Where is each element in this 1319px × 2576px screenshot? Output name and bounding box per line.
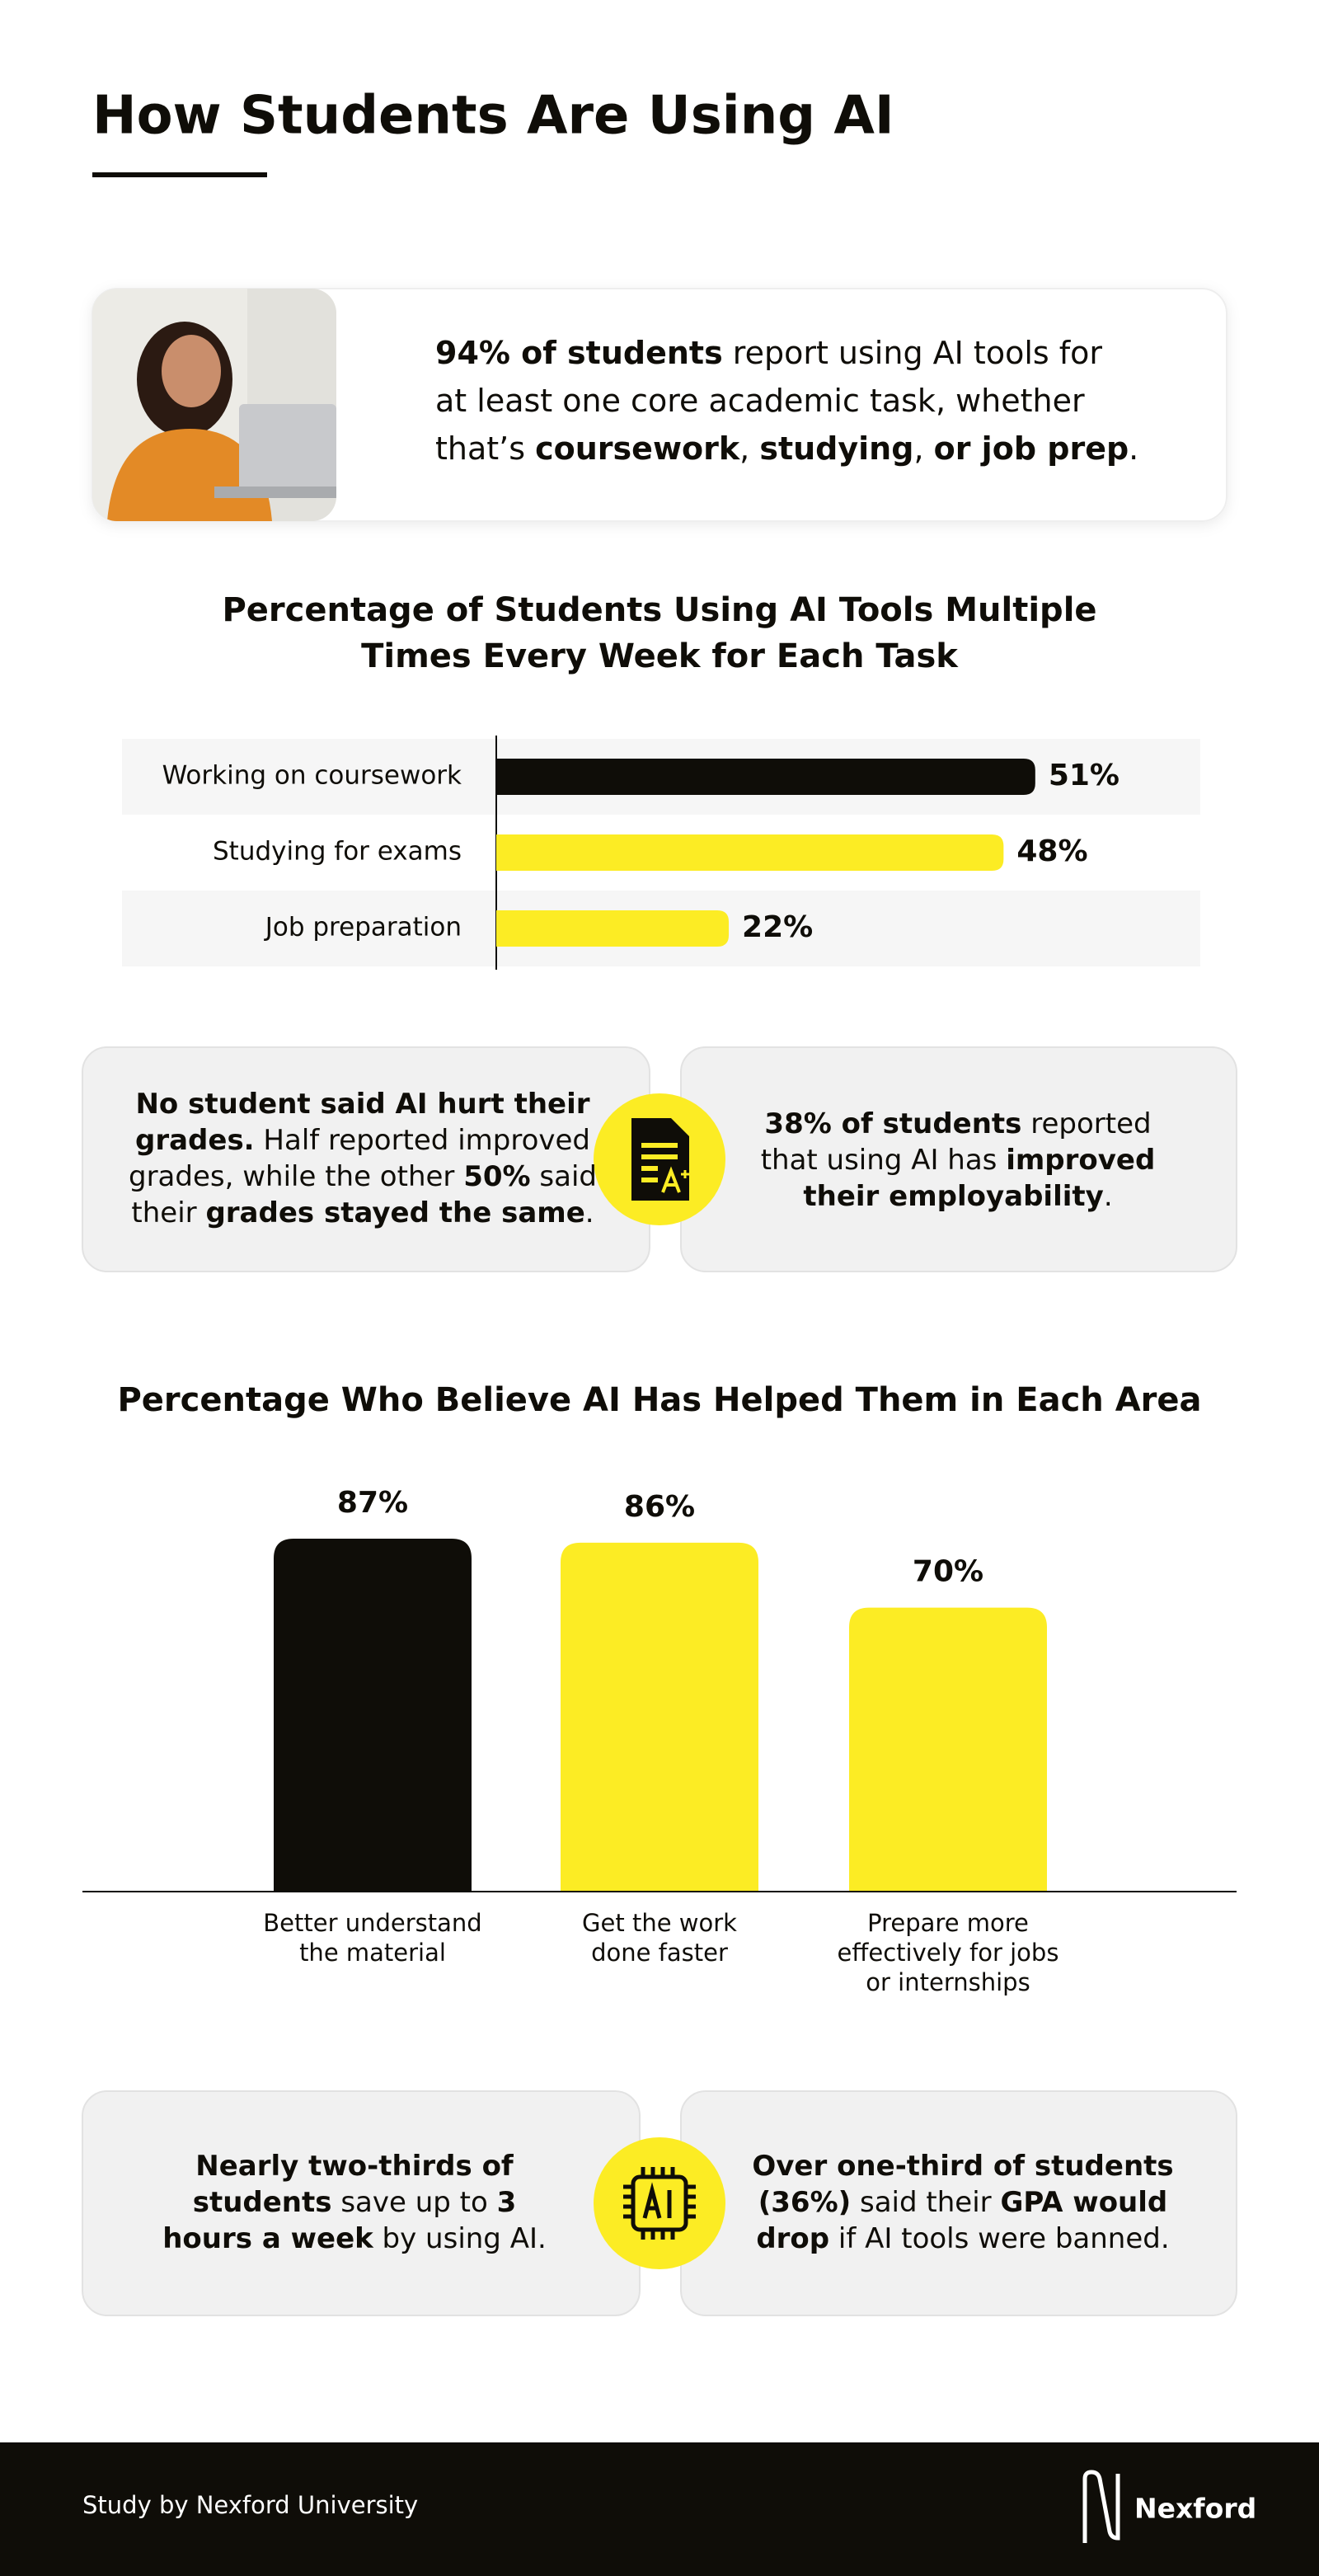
text-run: Over one-third of students — [752, 2150, 1173, 2183]
category-label: Get the work done faster — [582, 1909, 737, 1967]
text-run: their — [131, 1196, 205, 1229]
text-line: that using AI has improved — [761, 1144, 1156, 1177]
text-run: Nearly two-thirds of — [195, 2150, 514, 2183]
text-run: GPA would — [1000, 2186, 1167, 2219]
bar — [849, 1607, 1047, 1892]
bar — [496, 759, 1035, 795]
title-underline — [92, 172, 267, 177]
category-label: Studying for exams — [213, 837, 462, 867]
bar — [496, 834, 1004, 871]
category-label: Better understand the material — [263, 1909, 481, 1967]
text-run: Half reported improved — [255, 1124, 590, 1157]
text-run: if AI tools were banned. — [829, 2222, 1170, 2255]
text-line: drop if AI tools were banned. — [756, 2222, 1169, 2255]
text-line: their employability. — [803, 1180, 1112, 1213]
text-line: 38% of students reported — [764, 1107, 1151, 1140]
text-line: their grades stayed the same. — [131, 1196, 594, 1229]
text-run: said — [531, 1160, 597, 1193]
value-label: 86% — [624, 1490, 695, 1524]
ai-chip-icon — [623, 2167, 696, 2240]
text-run: studying — [759, 430, 913, 467]
footer-credit: Study by Nexford University — [82, 2491, 418, 2519]
text-run: coursework — [535, 430, 740, 467]
text-run: , — [739, 430, 759, 467]
text-run: grades. — [135, 1124, 255, 1157]
text-run: save up to — [332, 2186, 497, 2219]
text-run: 94% of students — [435, 335, 723, 371]
footer-logo-mark — [1082, 2470, 1120, 2543]
value-label: 22% — [742, 910, 813, 944]
text-run: (36%) — [758, 2186, 851, 2219]
chart-helped: Percentage Who Believe AI Has Helped The… — [82, 1381, 1237, 1996]
text-run: or job prep — [934, 430, 1129, 467]
text-run: said their — [851, 2186, 1000, 2219]
text-line: hours a week by using AI. — [162, 2222, 547, 2255]
footer-brand: Nexford — [1134, 2493, 1256, 2525]
text-line: that’s coursework, studying, or job prep… — [435, 430, 1138, 467]
text-run: No student said AI hurt their — [135, 1088, 589, 1121]
value-label: 48% — [1016, 834, 1087, 868]
value-label: 51% — [1049, 759, 1120, 792]
bar — [274, 1538, 472, 1892]
text-run: grades, while the other — [129, 1160, 463, 1193]
text-run: at least one core academic task, whether — [435, 383, 1085, 419]
text-run: 50% — [463, 1160, 530, 1193]
text-line: grades, while the other 50% said — [129, 1160, 597, 1193]
text-run: improved — [1006, 1144, 1155, 1177]
category-label: Working on coursework — [162, 761, 462, 791]
text-run: reported — [1021, 1107, 1151, 1140]
text-run: report using AI tools for — [723, 335, 1103, 371]
text-line: No student said AI hurt their — [135, 1088, 589, 1121]
text-run: that’s — [435, 430, 535, 467]
bar — [496, 910, 730, 947]
text-line: Nearly two-thirds of — [195, 2150, 514, 2183]
page-title: How Students Are Using AI — [92, 86, 894, 147]
text-run: 38% of students — [764, 1107, 1021, 1140]
text-run: , — [913, 430, 933, 467]
chart-usage: Percentage of Students Using AI Tools Mu… — [122, 591, 1200, 970]
chart-title: Percentage of Students Using AI Tools Mu… — [222, 591, 1096, 675]
text-line: at least one core academic task, whether — [435, 383, 1085, 419]
text-run: . — [1104, 1180, 1113, 1213]
chart-title: Percentage Who Believe AI Has Helped The… — [117, 1381, 1201, 1419]
category-label: Prepare more effectively for jobs or inter… — [838, 1909, 1059, 1996]
intro-text: 94% of students report using AI tools fo… — [435, 335, 1138, 467]
text-line: (36%) said their GPA would — [758, 2186, 1168, 2219]
icon-circle — [594, 2137, 725, 2269]
text-run: hours a week — [162, 2222, 374, 2255]
text-line: students save up to 3 — [193, 2186, 517, 2219]
text-run: drop — [756, 2222, 829, 2255]
bar — [561, 1542, 758, 1892]
value-label: 87% — [337, 1486, 408, 1520]
text-line: 94% of students report using AI tools fo… — [435, 335, 1102, 371]
value-label: 70% — [913, 1555, 983, 1589]
text-run: that using AI has — [761, 1144, 1007, 1177]
text-run: grades stayed the same — [205, 1196, 584, 1229]
footer-band — [0, 2442, 1319, 2576]
text-run: their employability — [803, 1180, 1103, 1213]
category-label: Job preparation — [264, 913, 462, 942]
document-icon — [631, 1118, 689, 1201]
text-run: students — [193, 2186, 332, 2219]
text-run: by using AI. — [373, 2222, 547, 2255]
text-run: . — [585, 1196, 594, 1229]
text-line: Over one-third of students — [752, 2150, 1173, 2183]
student-photo — [92, 289, 336, 521]
text-run: . — [1129, 430, 1138, 467]
text-line: grades. Half reported improved — [135, 1124, 590, 1157]
text-run: 3 — [497, 2186, 517, 2219]
